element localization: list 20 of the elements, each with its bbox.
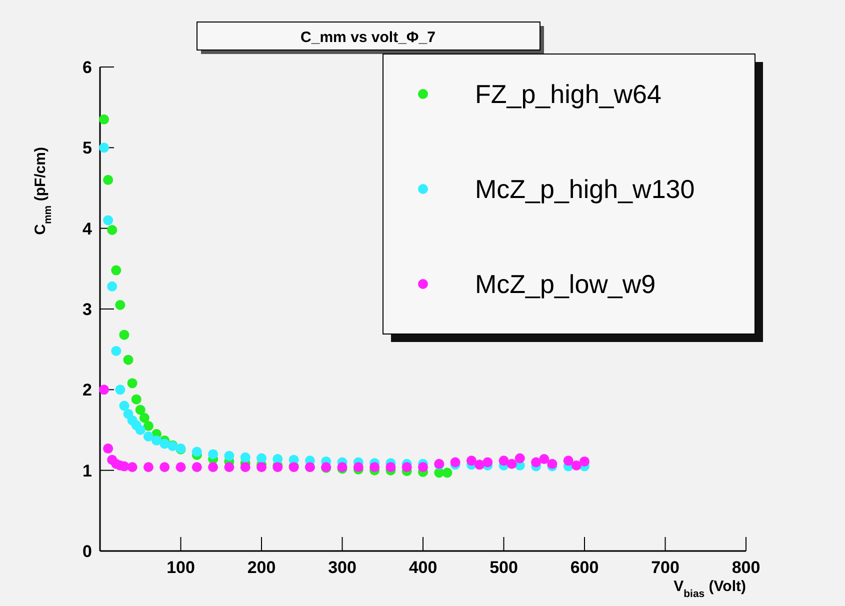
- legend-label: McZ_p_low_w9: [475, 269, 656, 299]
- x-axis-title: V$_{bias}$ (Volt): [674, 578, 746, 600]
- chart-title: C_mm vs volt_Φ_7: [300, 29, 436, 46]
- y-tick-label: 4: [82, 219, 93, 238]
- x-tick-label: 300: [328, 558, 356, 577]
- legend-label: McZ_p_high_w130: [475, 174, 695, 204]
- x-tick-label: 200: [247, 558, 276, 577]
- legend-label: FZ_p_high_w64: [475, 79, 662, 109]
- y-tick-label: 6: [82, 58, 92, 77]
- y-tick-label: 5: [82, 138, 92, 158]
- x-tick-label: 600: [570, 558, 599, 577]
- x-tick-label: 700: [651, 558, 680, 577]
- x-tick-label: 400: [408, 558, 438, 577]
- x-tick-label: 800: [732, 558, 760, 577]
- x-tick-label: 100: [166, 558, 195, 577]
- y-tick-label: 0: [82, 542, 92, 561]
- x-tick-label: 500: [490, 558, 518, 577]
- y-tick-label: 1: [82, 461, 92, 480]
- y-tick-label: 3: [82, 300, 92, 319]
- y-tick-label: 2: [82, 380, 92, 400]
